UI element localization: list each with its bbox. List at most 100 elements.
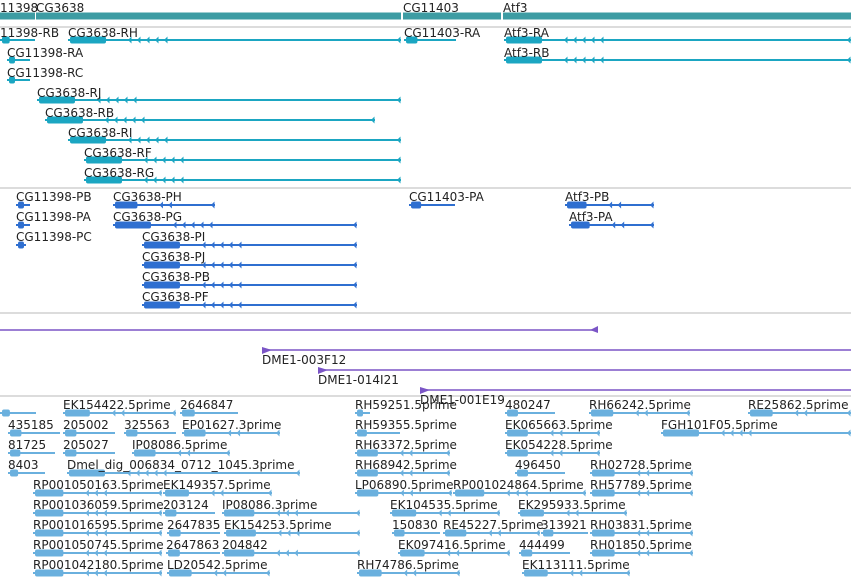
feature[interactable]: RH59355.5prime [355,418,457,437]
feature[interactable]: Atf3 [503,1,851,20]
feature[interactable]: CG3638-PH [113,190,215,209]
feature[interactable]: 81725 [8,438,55,457]
feature[interactable]: RP001050163.5prime [33,478,164,497]
feature[interactable]: IP08086.5prime [132,438,230,457]
feature[interactable]: 8403 [8,458,45,477]
exon-block [543,529,554,537]
feature[interactable]: 203124 [163,498,215,517]
feature[interactable]: RH63372.5prime [355,438,457,457]
strand-arrow [578,569,583,577]
feature[interactable] [0,326,598,333]
feature[interactable] [0,409,36,417]
track-proteins[interactable]: CG11398-PB CG3638-PH CG11403-PA Atf3-PB CG11… [16,190,654,309]
feature[interactable]: DME1-001E19 [420,387,851,407]
feature[interactable]: CG11398-RA [7,46,84,64]
feature[interactable]: EK154422.5prime [63,398,176,417]
feature[interactable]: EK065663.5prime [505,418,613,437]
feature[interactable]: CG3638-RJ [37,86,401,104]
feature[interactable]: RH59251.5prime [355,398,457,417]
feature-label: DME1-014I21 [318,373,399,387]
feature[interactable]: EK113111.5prime [522,558,630,577]
feature[interactable]: CG3638-RI [68,126,401,144]
feature[interactable]: 2646847 [180,398,238,417]
feature[interactable]: EK154253.5prime [224,518,360,537]
feature[interactable]: 205002 [63,418,115,437]
feature[interactable]: CG11398-PB [16,190,92,209]
strand-arrow [456,569,460,577]
feature[interactable]: CG3638-RG [84,166,401,184]
track-ests[interactable]: EK154422.5prime 2646847 RH59251.5prime 4802… [0,398,851,577]
feature[interactable]: RH66242.5prime [589,398,691,417]
feature[interactable]: CG11398-PC [16,230,92,249]
feature[interactable]: 496450 [515,458,565,477]
feature[interactable]: RP001036059.5prime [33,498,164,517]
feature[interactable]: CG3638-PJ [142,250,357,269]
feature[interactable]: 204842 [222,538,360,557]
feature[interactable]: 444499 [519,538,570,557]
strand-arrow [103,529,107,537]
feature[interactable]: CG3638-RB [45,106,375,124]
feature[interactable]: Atf3-RA [504,26,851,44]
feature-label: 11398 [0,1,38,15]
feature[interactable]: FGH101F05.5prime [661,418,851,437]
feature[interactable]: EP01627.3prime [182,418,281,437]
feature[interactable]: 150830 [392,518,440,537]
feature[interactable]: Atf3-PB [565,190,654,209]
strand-arrow [154,469,158,477]
strand-arrow [227,429,232,437]
feature[interactable]: 2647835 [167,518,220,537]
feature[interactable]: 2647863 [166,538,220,557]
feature[interactable]: CG3638-PB [142,270,357,289]
feature[interactable]: LD20542.5prime [167,558,270,577]
feature[interactable]: DME1-014I21 [318,367,851,387]
feature[interactable]: 205027 [63,438,115,457]
feature[interactable]: CG11398-PA [16,210,92,229]
feature[interactable]: RP001042180.5prime [33,558,164,577]
exon-block [224,509,255,517]
feature[interactable]: CG3638-RF [84,146,401,164]
feature[interactable]: CG3638-PG [113,210,357,229]
feature[interactable]: IP08086.3prime [222,498,360,517]
feature[interactable]: RH02728.5prime [590,458,693,477]
feature[interactable]: 11398 [0,1,38,20]
feature[interactable]: CG11398-RC [7,66,83,84]
feature[interactable]: EK295933.5prime [518,498,627,517]
feature-label: Atf3 [503,1,528,15]
feature[interactable]: EK097416.5prime [398,538,510,557]
feature[interactable]: CG3638-RH [68,26,401,44]
feature[interactable]: Atf3-PA [569,210,654,229]
feature[interactable]: Atf3-RB [504,46,851,64]
feature[interactable]: CG3638 [36,1,401,20]
feature[interactable]: LP06890.5prime [355,478,454,497]
feature[interactable]: CG11403-PA [409,190,485,209]
intron-line [390,512,500,514]
feature[interactable]: Dmel_dig_006834_0712_1045.3prime [67,458,300,477]
feature[interactable]: RP001050745.5prime [33,538,164,557]
feature[interactable]: 480247 [505,398,555,417]
feature[interactable]: 313921 [541,518,588,537]
feature[interactable]: EK104535.5prime [390,498,500,517]
feature[interactable]: RH57789.5prime [590,478,693,497]
feature[interactable]: RH68942.5prime [355,458,457,477]
feature[interactable]: EK054228.5prime [505,438,613,457]
feature[interactable]: 11398-RB [0,26,59,44]
feature[interactable]: RP001016595.5prime [33,518,164,537]
feature[interactable]: RE25862.5prime [748,398,851,417]
feature[interactable]: RE45227.5prime [443,518,544,537]
track-transcripts[interactable]: 11398-RB CG3638-RH CG11403-RA Atf3-RA CG1139… [0,26,851,184]
feature[interactable]: 325563 [124,418,176,437]
feature[interactable]: EK149357.5prime [163,478,272,497]
feature[interactable]: CG11403-RA [404,26,481,44]
feature[interactable]: RH74786.5prime [357,558,460,577]
feature[interactable]: RP001024864.5prime [453,478,586,497]
feature[interactable]: 435185 [8,418,60,437]
track-clones[interactable]: DME1-003F12 DME1-014I21 DME1-001E19 [0,326,851,407]
feature[interactable]: CG11403 [403,1,501,20]
feature[interactable]: CG3638-PF [142,290,357,309]
feature[interactable]: DME1-003F12 [262,347,851,367]
feature[interactable]: CG3638-PI [142,230,357,249]
feature-label: 444499 [519,538,565,552]
feature[interactable]: RH03831.5prime [590,518,693,537]
feature[interactable]: RH01850.5prime [590,538,693,557]
